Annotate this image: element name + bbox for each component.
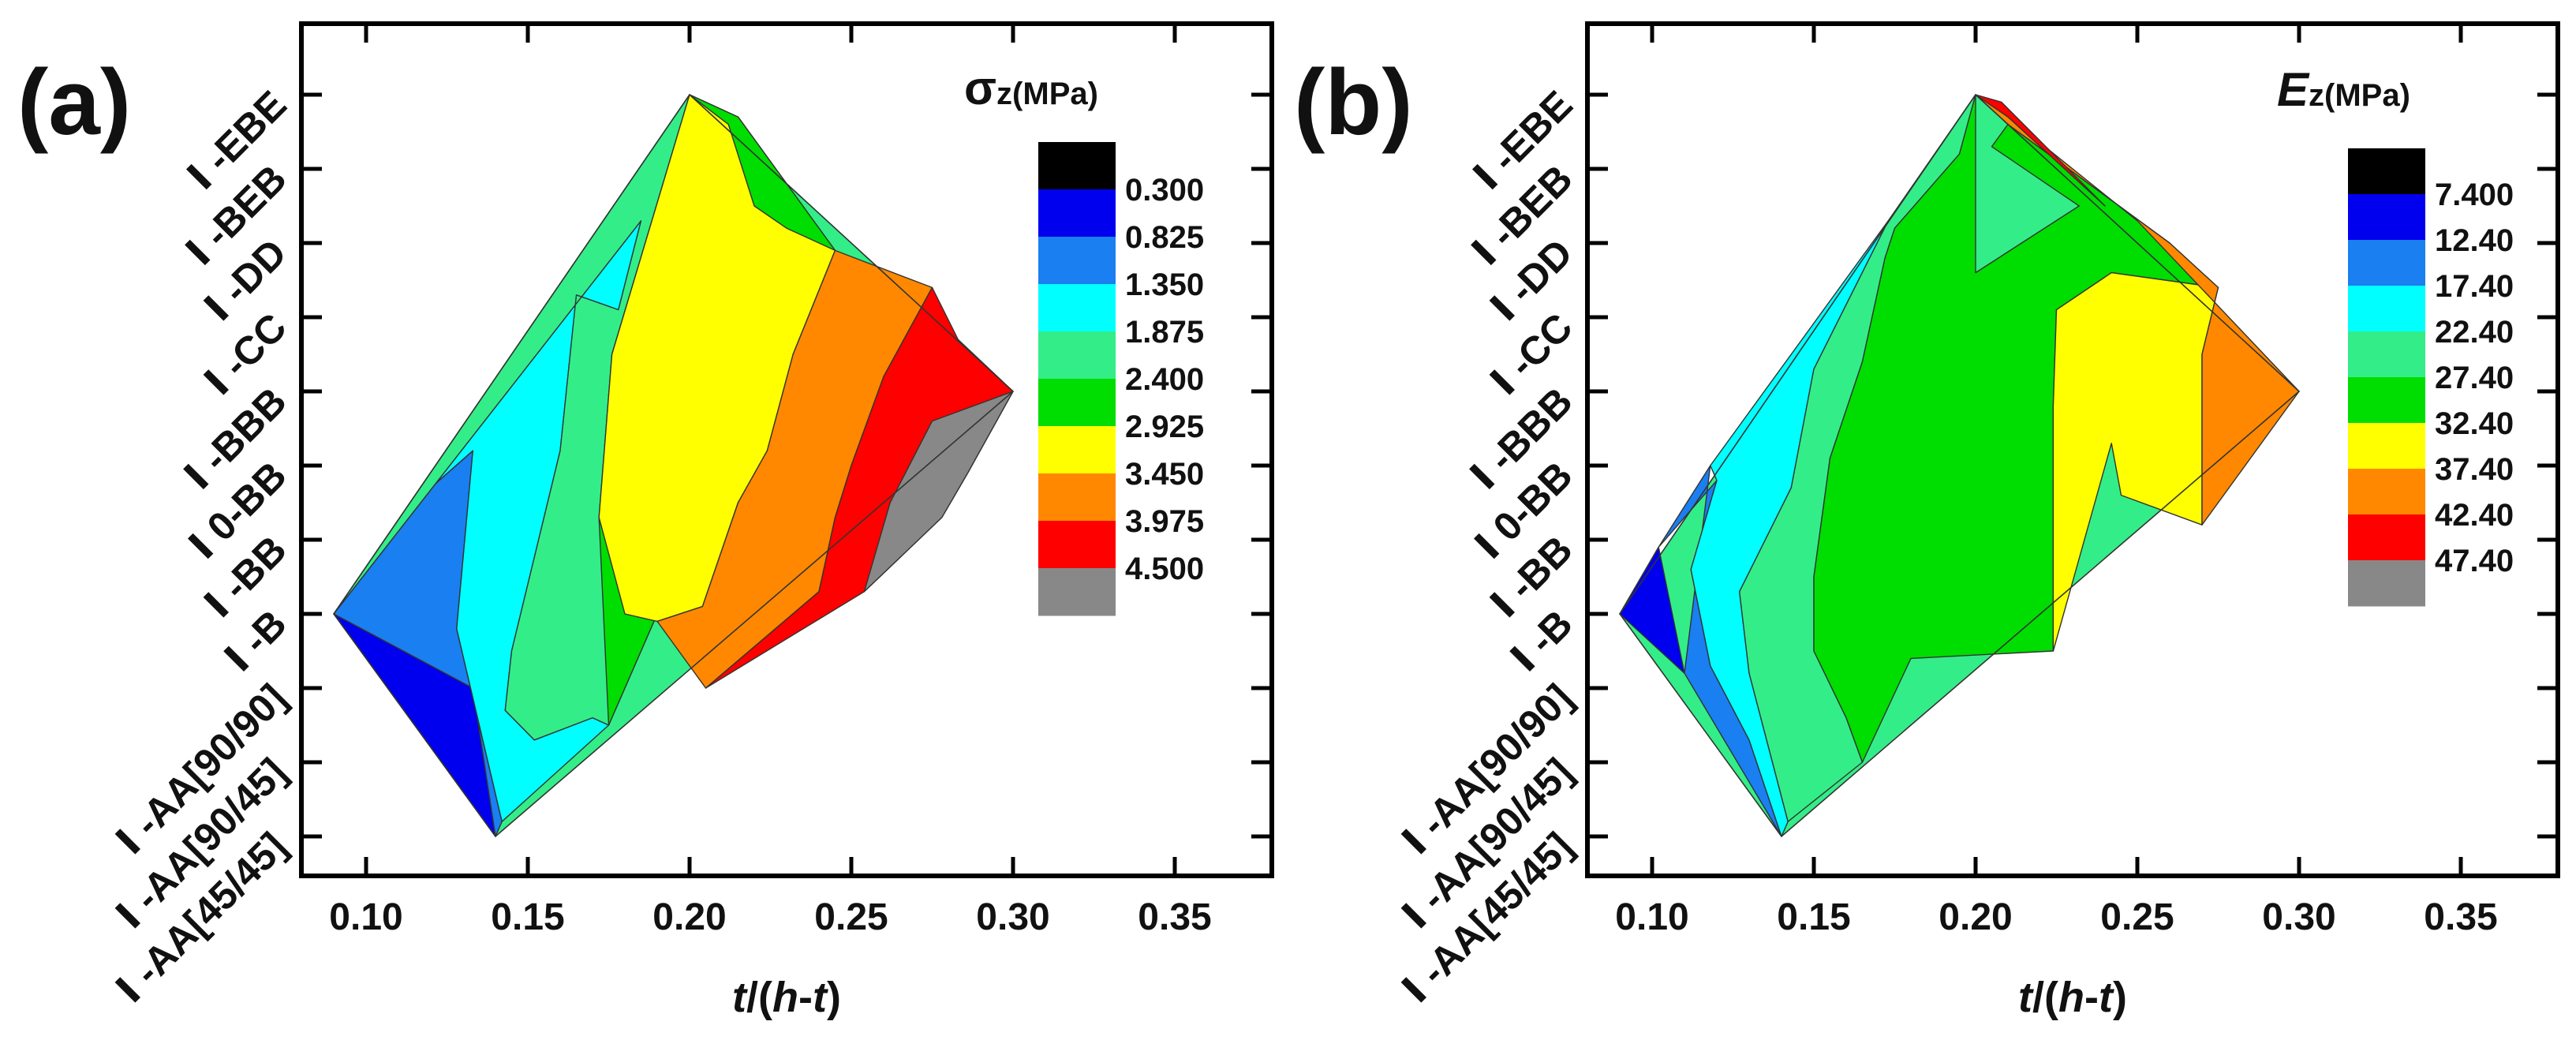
x-axis-title-part: /(	[746, 974, 772, 1021]
colorbar-level-label: 3.975	[1125, 504, 1204, 539]
x-axis-title-part: )	[827, 974, 841, 1021]
x-axis-title-part: t	[732, 974, 748, 1021]
plot-frame	[299, 21, 1274, 878]
x-axis-title-part: -	[2084, 974, 2099, 1021]
colorbar-title-unit: (MPa)	[2324, 78, 2410, 113]
contour-region-level-6	[2052, 271, 2219, 652]
colorbar: 7.400 12.40 17.40 22.40 27.40 32.40 37.40 42.40…	[2277, 63, 2514, 607]
x-tick-label: 0.30	[2262, 896, 2335, 938]
colorbar-title-subscript: z	[996, 77, 1012, 111]
colorbar-swatch	[1038, 189, 1116, 238]
colorbar-swatch	[1038, 284, 1116, 332]
colorbar: 0.300 0.825 1.350 1.875 2.400 2.925 3.450 3.975…	[964, 62, 1204, 616]
colorbar-swatch	[1038, 473, 1116, 522]
colorbar-swatch	[1038, 237, 1116, 285]
x-axis-title-part: /(	[2032, 974, 2058, 1021]
x-tick-label: 0.10	[1615, 896, 1688, 938]
colorbar-swatch	[1038, 331, 1116, 380]
colorbar-level-label: 17.40	[2435, 269, 2514, 304]
x-axis-title-part: t	[2099, 974, 2114, 1021]
panel-label: (b)	[1294, 51, 1413, 155]
x-axis-title-part: -	[798, 974, 813, 1021]
contour-outline	[1619, 93, 2301, 838]
colorbar-swatch	[2348, 560, 2425, 607]
colorbar-title-symbol: σ	[964, 62, 996, 114]
colorbar-level-label: 42.40	[2435, 498, 2514, 533]
colorbar-swatch	[2348, 331, 2425, 378]
colorbar-swatch	[2348, 469, 2425, 515]
colorbar-level-label: 2.925	[1125, 410, 1204, 444]
plot-frame	[1585, 21, 2560, 878]
colorbar-level-label: 47.40	[2435, 544, 2514, 578]
colorbar-swatch	[1038, 379, 1116, 427]
x-tick-label: 0.25	[814, 896, 888, 938]
colorbar-swatch	[2348, 240, 2425, 286]
colorbar-level-label: 0.300	[1125, 173, 1204, 208]
colorbar-level-label: 27.40	[2435, 361, 2514, 395]
colorbar-title-unit: (MPa)	[1012, 77, 1098, 111]
colorbar-level-label: 1.350	[1125, 267, 1204, 302]
colorbar-level-label: 4.500	[1125, 552, 1204, 586]
y-tick-label: Ⅰ -CC	[196, 305, 294, 403]
y-tick-label: Ⅰ -CC	[1482, 305, 1580, 403]
colorbar-level-label: 2.400	[1125, 362, 1204, 397]
colorbar-swatch	[2348, 514, 2425, 561]
x-tick-label: 0.20	[1939, 896, 2012, 938]
colorbar-swatch	[2348, 377, 2425, 424]
panel-label: (a)	[17, 51, 131, 155]
contour-plot	[333, 93, 1015, 838]
colorbar-level-label: 7.400	[2435, 178, 2514, 212]
x-tick-label: 0.15	[1777, 896, 1850, 938]
x-axis-title-part: h	[772, 974, 798, 1021]
colorbar-title-symbol: E	[2277, 63, 2310, 116]
contour-region-level-7	[1975, 94, 2300, 526]
colorbar-swatch	[2348, 148, 2425, 195]
colorbar-swatch	[1038, 521, 1116, 569]
colorbar-swatch	[2348, 423, 2425, 470]
x-tick-label: 0.10	[329, 896, 402, 938]
colorbar-title: Ez(MPa)	[2277, 63, 2410, 116]
colorbar-title: σz(MPa)	[964, 62, 1098, 114]
colorbar-level-label: 1.875	[1125, 315, 1204, 350]
colorbar-swatch	[1038, 568, 1116, 616]
colorbar-swatch	[2348, 194, 2425, 241]
contour-region-level-8	[1975, 94, 2106, 207]
x-axis-title: t/(h-t)	[2018, 974, 2127, 1021]
contour-outline	[333, 93, 1015, 838]
colorbar-level-label: 12.40	[2435, 223, 2514, 258]
x-axis-title-part: t	[2018, 974, 2034, 1021]
x-tick-label: 0.25	[2100, 896, 2174, 938]
colorbar-level-label: 22.40	[2435, 315, 2514, 350]
colorbar-level-label: 32.40	[2435, 406, 2514, 441]
colorbar-level-label: 3.450	[1125, 457, 1204, 492]
colorbar-level-label: 0.825	[1125, 220, 1204, 255]
x-axis-title-part: h	[2058, 974, 2084, 1021]
panel-a: (a)0.10 0.15 0.20 0.25 0.30 0.35Ⅰ -AA[45/45]Ⅰ…	[17, 21, 1274, 1021]
colorbar-swatch	[1038, 426, 1116, 474]
colorbar-level-label: 37.40	[2435, 452, 2514, 487]
contour-plot	[1619, 93, 2301, 838]
colorbar-title-subscript: z	[2309, 78, 2324, 113]
x-axis-title-part: )	[2113, 974, 2127, 1021]
x-axis-title: t/(h-t)	[732, 974, 841, 1021]
x-tick-label: 0.20	[652, 896, 726, 938]
x-tick-label: 0.30	[976, 896, 1049, 938]
x-tick-label: 0.35	[2424, 896, 2497, 938]
x-tick-label: 0.35	[1138, 896, 1211, 938]
colorbar-swatch	[2348, 286, 2425, 332]
x-axis-title-part: t	[813, 974, 828, 1021]
panel-b: (b)0.10 0.15 0.20 0.25 0.30 0.35Ⅰ -AA[45/45]Ⅰ…	[1294, 21, 2560, 1021]
colorbar-swatch	[1038, 142, 1116, 190]
x-tick-label: 0.15	[491, 896, 564, 938]
